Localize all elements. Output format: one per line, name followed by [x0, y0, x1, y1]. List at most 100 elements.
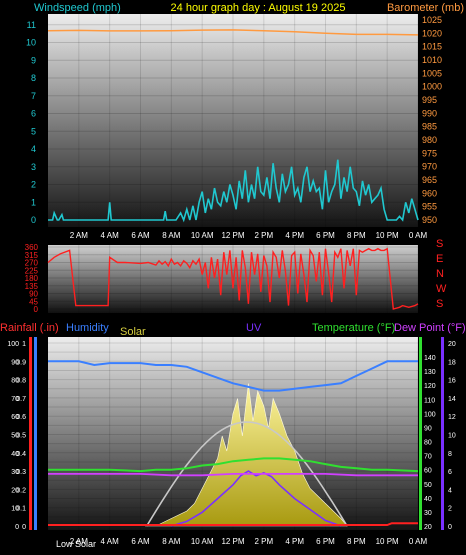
windspeed-tick-label: 4 [31, 144, 36, 154]
windspeed-tick-label: 8 [31, 73, 36, 83]
humidity-tick-label: 100 [7, 341, 19, 348]
uv-line [171, 470, 342, 527]
dewpoint-line [48, 473, 418, 477]
barometer-line [47, 29, 419, 36]
temperature-tick-label: 80 [424, 440, 432, 447]
windspeed-tick-label: 6 [31, 109, 36, 119]
barometer-tick-label: 950 [422, 215, 437, 225]
humidity-tick-label: 40 [11, 451, 19, 458]
uv-tick-label: 2 [448, 506, 452, 513]
wind-time-label: 0 AM [409, 231, 428, 240]
rainfall-line [48, 522, 418, 526]
sensor-time-label: 8 PM [347, 537, 366, 546]
barometer-tick-label: 985 [422, 122, 437, 132]
wind-time-label: 6 PM [316, 231, 335, 240]
multi-sensor-panel: 00.10.20.30.40.50.60.70.80.91 0102030405… [7, 337, 456, 549]
rainfall-tick-label: 1 [22, 341, 26, 348]
barometer-tick-label: 975 [422, 148, 437, 158]
windspeed-line [48, 159, 419, 223]
rainfall-tick-label: 0.1 [16, 506, 26, 513]
uv-tick-label: 14 [448, 396, 456, 403]
direction-tick-label: 360 [25, 243, 39, 252]
direction-panel-grid [48, 245, 419, 313]
temperature-tick-label: 110 [424, 397, 435, 404]
windspeed-tick-label: 0 [31, 215, 36, 225]
wind-time-label: 10 AM [191, 231, 214, 240]
temperature-tick-label: 100 [424, 411, 436, 418]
windspeed-tick-label: 1 [31, 197, 36, 207]
rainfall-tick-label: 0.4 [16, 451, 26, 458]
barometer-tick-label: 965 [422, 175, 437, 185]
barometer-tick-label: 1025 [422, 15, 442, 25]
compass-label: E [436, 253, 443, 265]
humidity-axis-bar [34, 337, 37, 530]
windspeed-axis-title: Windspeed (mph) [34, 2, 121, 14]
compass-label: W [436, 283, 447, 295]
direction-tick-label: 270 [25, 259, 39, 268]
uv-tick-label: 0 [448, 524, 452, 531]
direction-tick-label: 0 [34, 305, 39, 314]
rainfall-tick-label: 0.3 [16, 469, 26, 476]
humidity-tick-label: 0 [15, 524, 19, 531]
humidity-tick-label: 30 [11, 469, 19, 476]
dewpoint-legend: Dew Point (°F) [394, 322, 466, 334]
direction-tick-label: 90 [29, 290, 38, 299]
compass-label: N [436, 268, 444, 280]
rainfall-tick-label: 0.5 [16, 433, 26, 440]
direction-tick-label: 45 [29, 297, 38, 306]
barometer-tick-label: 995 [422, 95, 437, 105]
uv-tick-label: 4 [448, 487, 452, 494]
barometer-tick-label: 990 [422, 108, 437, 118]
compass-label: S [436, 298, 443, 310]
humidity-tick-label: 90 [11, 359, 19, 366]
rainfall-tick-label: 0 [22, 524, 26, 531]
wind-time-axis: 2 AM 4 AM 6 AM 8 AM 10 AM 12 PM 2 PM 4 PM 6 PM 8 … [70, 231, 428, 240]
sensor-time-label: 2 PM [254, 537, 273, 546]
temperature-line [48, 457, 419, 473]
rainfall-axis-bar [29, 337, 32, 530]
temperature-tick-label: 30 [424, 510, 432, 517]
barometer-tick-label: 1005 [422, 68, 442, 78]
sensor-time-label: 8 AM [162, 537, 181, 546]
barometer-tick-label: 970 [422, 162, 437, 172]
temperature-tick-label: 90 [424, 425, 432, 432]
wind-time-label: 12 PM [221, 231, 244, 240]
sensor-time-axis: 2 AM 4 AM 6 AM 8 AM 10 AM 12 PM 2 PM 4 PM 6 PM 8 … [70, 537, 428, 546]
uv-tick-label: 20 [448, 341, 456, 348]
wind-time-label: 2 AM [70, 231, 89, 240]
rainfall-tick-label: 0.2 [16, 487, 26, 494]
windspeed-tick-label: 10 [26, 38, 36, 48]
sensor-time-label: 10 PM [376, 537, 399, 546]
temperature-y-axis: 20 30 40 50 60 70 80 90 100 110 120 130 140 [424, 355, 436, 531]
uv-legend: UV [246, 322, 262, 334]
windspeed-tick-label: 2 [31, 180, 36, 190]
sensor-time-label: 4 PM [285, 537, 304, 546]
sensor-time-label: 12 PM [221, 537, 244, 546]
uv-tick-label: 10 [448, 433, 456, 440]
wind-time-label: 6 AM [131, 231, 150, 240]
wind-time-label: 8 AM [162, 231, 181, 240]
barometer-tick-label: 1000 [422, 82, 442, 92]
direction-tick-label: 225 [25, 266, 39, 275]
barometer-tick-label: 1010 [422, 55, 442, 65]
barometer-tick-label: 1015 [422, 42, 442, 52]
sensor-time-label: 4 AM [101, 537, 120, 546]
wind-direction-line [47, 247, 419, 310]
uv-tick-label: 8 [448, 451, 452, 458]
sensor-time-label: 6 PM [316, 537, 335, 546]
compass-label: S [436, 238, 443, 250]
rainfall-tick-label: 0.9 [16, 359, 26, 366]
windspeed-y-axis: 0 1 2 3 4 5 6 7 8 9 10 11 [26, 20, 36, 225]
temperature-tick-label: 50 [424, 482, 432, 489]
solar-legend: Solar [120, 326, 146, 338]
rainfall-tick-label: 0.6 [16, 414, 26, 421]
rainfall-y-axis: 0 0.1 0.2 0.3 0.4 0.5 0.6 0.7 0.8 0.9 1 [16, 341, 26, 531]
temperature-tick-label: 140 [424, 355, 436, 362]
sensor-time-label: 10 AM [191, 537, 214, 546]
uv-tick-label: 12 [448, 414, 456, 421]
temperature-tick-label: 120 [424, 383, 436, 390]
